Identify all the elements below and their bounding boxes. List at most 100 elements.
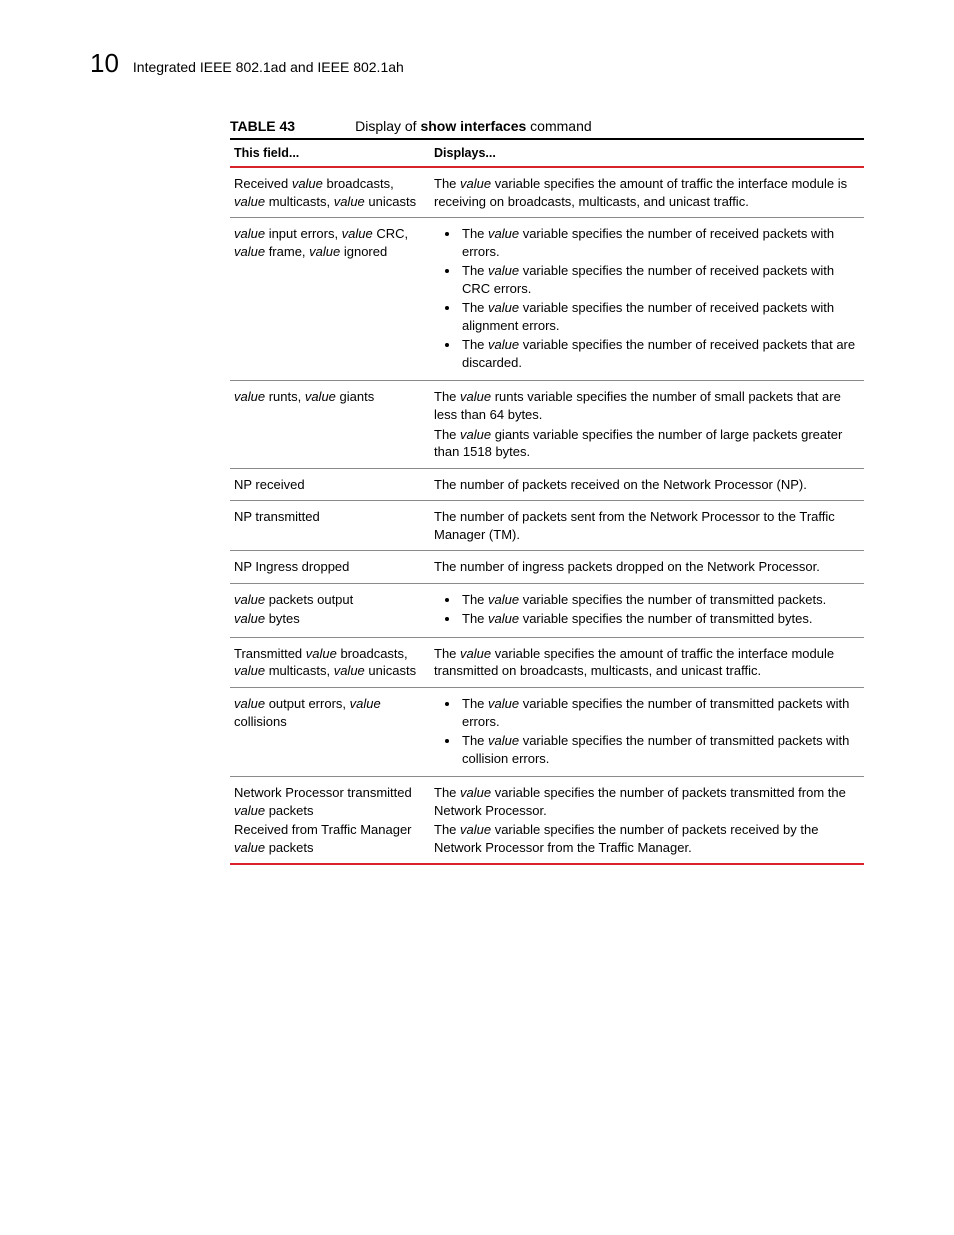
field-cell: NP Ingress dropped [230, 551, 430, 584]
text: The [434, 646, 460, 661]
value-var: value [460, 427, 491, 442]
text: The [462, 733, 488, 748]
text: broadcasts, [337, 646, 408, 661]
paragraph: The value variable specifies the number … [434, 784, 858, 819]
page: 10 Integrated IEEE 802.1ad and IEEE 802.… [0, 0, 954, 1235]
field-cell: value output errors, value collisions [230, 688, 430, 777]
paragraph: Network Processor transmitted value pack… [234, 784, 424, 819]
text: Received from Traffic Manager [234, 822, 412, 837]
table-row: value runts, value giants The value runt… [230, 381, 864, 468]
col-header-field: This field... [230, 139, 430, 167]
text: variable specifies the number of packets… [434, 822, 818, 855]
list-item: The value variable specifies the number … [460, 262, 858, 297]
value-var: value [350, 696, 381, 711]
text: variable specifies the amount of traffic… [434, 176, 847, 209]
bullet-list: The value variable specifies the number … [434, 225, 858, 371]
text: input errors, [265, 226, 342, 241]
text: bytes [265, 611, 300, 626]
text: variable specifies the number of receive… [462, 337, 855, 370]
value-var: value [460, 176, 491, 191]
value-var: value [460, 389, 491, 404]
text: packets [265, 803, 313, 818]
text: The [462, 337, 488, 352]
table-row: Network Processor transmitted value pack… [230, 777, 864, 865]
table-number: TABLE 43 [230, 118, 295, 134]
paragraph: value packets output [234, 591, 424, 609]
text: The [434, 389, 460, 404]
list-item: The value variable specifies the number … [460, 336, 858, 371]
table-header-row: This field... Displays... [230, 139, 864, 167]
text: Received [234, 176, 292, 191]
value-var: value [460, 785, 491, 800]
displays-cell: The value variable specifies the number … [430, 688, 864, 777]
text: variable specifies the number of transmi… [462, 733, 849, 766]
value-var: value [334, 663, 365, 678]
text: variable specifies the number of transmi… [462, 696, 849, 729]
field-cell: Transmitted value broadcasts, value mult… [230, 637, 430, 687]
value-var: value [305, 389, 336, 404]
value-var: value [488, 696, 519, 711]
text: multicasts, [265, 663, 334, 678]
list-item: The value variable specifies the number … [460, 695, 858, 730]
caption-text: Display of [355, 118, 420, 134]
text: variable specifies the amount of traffic… [434, 646, 834, 679]
text: ignored [340, 244, 387, 259]
text: The [434, 427, 460, 442]
text: frame, [265, 244, 309, 259]
table-caption: TABLE 43 Display of show interfaces comm… [230, 118, 864, 134]
paragraph: Received from Traffic Manager value pack… [234, 821, 424, 856]
text: output errors, [265, 696, 350, 711]
value-var: value [488, 611, 519, 626]
displays-cell: The number of packets sent from the Netw… [430, 501, 864, 551]
field-cell: value runts, value giants [230, 381, 430, 468]
text: The [462, 696, 488, 711]
value-var: value [234, 226, 265, 241]
value-var: value [234, 803, 265, 818]
value-var: value [488, 300, 519, 315]
text: unicasts [365, 194, 416, 209]
text: The [462, 226, 488, 241]
table-row: value packets output value bytes The val… [230, 583, 864, 637]
paragraph: The value variable specifies the number … [434, 821, 858, 856]
text: The [434, 176, 460, 191]
table-row: Received value broadcasts, value multica… [230, 167, 864, 218]
table-row: NP Ingress dropped The number of ingress… [230, 551, 864, 584]
displays-cell: The value variable specifies the number … [430, 583, 864, 637]
list-item: The value variable specifies the number … [460, 610, 858, 628]
text: variable specifies the number of packets… [434, 785, 846, 818]
text: unicasts [365, 663, 416, 678]
value-var: value [334, 194, 365, 209]
value-var: value [234, 663, 265, 678]
value-var: value [488, 337, 519, 352]
value-var: value [460, 646, 491, 661]
field-cell: value packets output value bytes [230, 583, 430, 637]
chapter-number: 10 [90, 50, 119, 76]
value-var: value [292, 176, 323, 191]
value-var: value [234, 840, 265, 855]
paragraph: The value giants variable specifies the … [434, 426, 858, 461]
value-var: value [234, 244, 265, 259]
page-header: 10 Integrated IEEE 802.1ad and IEEE 802.… [90, 50, 864, 76]
displays-cell: The number of ingress packets dropped on… [430, 551, 864, 584]
table-row: Transmitted value broadcasts, value mult… [230, 637, 864, 687]
list-item: The value variable specifies the number … [460, 591, 858, 609]
value-var: value [488, 733, 519, 748]
value-var: value [460, 822, 491, 837]
text: multicasts, [265, 194, 334, 209]
value-var: value [488, 592, 519, 607]
bullet-list: The value variable specifies the number … [434, 591, 858, 628]
list-item: The value variable specifies the number … [460, 732, 858, 767]
displays-cell: The value variable specifies the amount … [430, 167, 864, 218]
text: The [462, 592, 488, 607]
table-row: value output errors, value collisions Th… [230, 688, 864, 777]
paragraph: The value runts variable specifies the n… [434, 388, 858, 423]
text: packets output [265, 592, 353, 607]
value-var: value [234, 592, 265, 607]
text: Network Processor transmitted [234, 785, 412, 800]
col-header-displays: Displays... [430, 139, 864, 167]
value-var: value [309, 244, 340, 259]
field-cell: NP received [230, 468, 430, 501]
table-section: TABLE 43 Display of show interfaces comm… [230, 118, 864, 865]
text: giants variable specifies the number of … [434, 427, 842, 460]
bullet-list: The value variable specifies the number … [434, 695, 858, 767]
